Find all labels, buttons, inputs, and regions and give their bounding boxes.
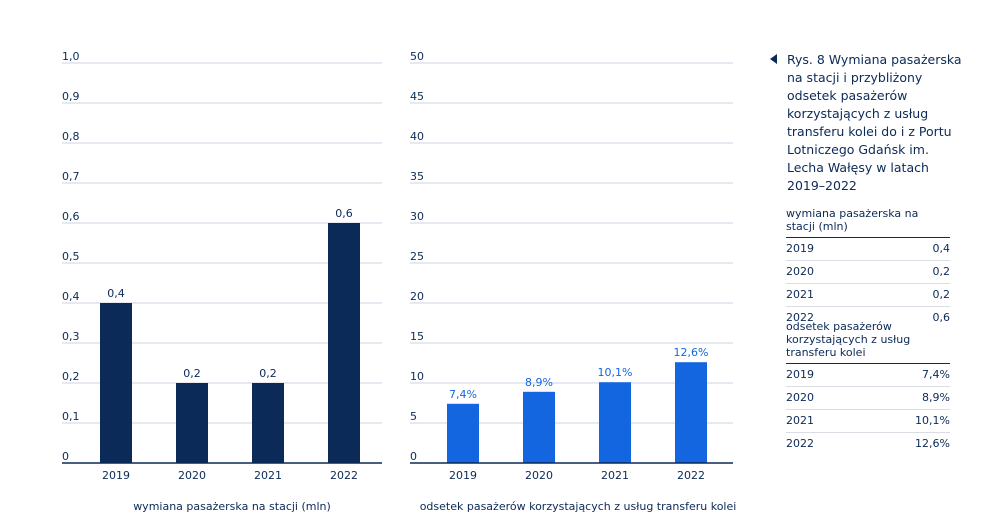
right-data-label: 7,4% [449,388,477,401]
right-y-tick-label: 10 [410,370,424,383]
table-row: 2020 0,2 [786,261,950,284]
left-y-tick-label: 0,8 [62,130,80,143]
table-year: 2020 [786,391,814,404]
table-row: 2022 0,6 [786,307,950,329]
table-header: odsetek pasażerów korzystających z usług… [786,320,950,364]
right-x-tick-label: 2020 [525,469,553,482]
right-y-tick-label: 15 [410,330,424,343]
right-y-tick-label: 5 [410,410,417,423]
table-year: 2022 [786,437,814,450]
left-data-label: 0,4 [107,287,125,300]
caption-arrow-icon [770,54,777,64]
right-data-label: 12,6% [674,346,709,359]
left-y-tick-label: 0,6 [62,210,80,223]
table-value: 0,4 [932,242,951,255]
left-x-tick-label: 2020 [178,469,206,482]
left-y-tick-label: 0,5 [62,250,80,263]
right-y-tick-label: 35 [410,170,424,183]
right-y-tick-label: 20 [410,290,424,303]
table-year: 2022 [786,311,814,324]
left-y-tick-label: 0,4 [62,290,80,303]
left-data-label: 0,2 [183,367,201,380]
table-row: 2019 7,4% [786,364,950,387]
left-bar-2020 [176,383,208,463]
right-bar-2021 [599,382,631,463]
left-data-label: 0,6 [335,207,353,220]
table-value: 7,4% [922,368,950,381]
table-year: 2020 [786,265,814,278]
table-row: 2022 12,6% [786,433,950,455]
table-value: 10,1% [915,414,950,427]
table-value: 0,6 [932,311,951,324]
table-year: 2021 [786,414,814,427]
left-y-tick-label: 0,1 [62,410,80,423]
left-y-tick-label: 0,3 [62,330,80,343]
left-x-tick-label: 2021 [254,469,282,482]
left-bar-2022 [328,223,360,463]
data-table-passenger-exchange: wymiana pasażerska na stacji (mln) 2019 0… [786,207,950,329]
right-y-tick-label: 30 [410,210,424,223]
table-header: wymiana pasażerska na stacji (mln) [786,207,950,238]
left-y-tick-label: 0,7 [62,170,80,183]
table-row: 2021 10,1% [786,410,950,433]
right-bar-2019 [447,403,479,463]
left-y-tick-label: 0,2 [62,370,80,383]
left-bar-2021 [252,383,284,463]
table-row: 2019 0,4 [786,238,950,261]
left-bar-2019 [100,303,132,463]
right-x-tick-label: 2021 [601,469,629,482]
right-x-tick-label: 2019 [449,469,477,482]
left-y-tick-label: 0 [62,450,69,463]
table-year: 2019 [786,242,814,255]
table-value: 12,6% [915,437,950,450]
left-x-axis-title: wymiana pasażerska na stacji (mln) [133,500,331,513]
right-y-tick-label: 40 [410,130,424,143]
data-table-rail-transfer-share: odsetek pasażerów korzystających z usług… [786,320,950,455]
table-value: 0,2 [932,265,951,278]
right-x-axis-title: odsetek pasażerów korzystających z usług… [420,500,737,513]
table-value: 8,9% [922,391,950,404]
right-data-label: 8,9% [525,376,553,389]
right-data-label: 10,1% [598,366,633,379]
chart-rail-transfer-share: 0 5 10 15 20 25 30 35 40 45 50 7,4% 2019 8,9% 2020 10,1… [410,50,736,513]
table-row: 2020 8,9% [786,387,950,410]
right-y-tick-label: 50 [410,50,424,63]
right-x-tick-label: 2022 [677,469,705,482]
right-y-tick-label: 45 [410,90,424,103]
table-year: 2019 [786,368,814,381]
caption-text: Rys. 8 Wymiana pasażerska na stacji i pr… [787,52,962,193]
right-bar-2022 [675,362,707,463]
right-y-tick-label: 25 [410,250,424,263]
left-y-tick-label: 1,0 [62,50,80,63]
table-year: 2021 [786,288,814,301]
left-y-tick-label: 0,9 [62,90,80,103]
right-bar-2020 [523,391,555,463]
left-x-tick-label: 2019 [102,469,130,482]
table-value: 0,2 [932,288,951,301]
chart-passenger-exchange: 0 0,1 0,2 0,3 0,4 0,5 0,6 0,7 0,8 0,9 1,0 0,4 2019 0,… [62,50,382,513]
table-row: 2021 0,2 [786,284,950,307]
left-x-tick-label: 2022 [330,469,358,482]
left-data-label: 0,2 [259,367,277,380]
right-y-tick-label: 0 [410,450,417,463]
